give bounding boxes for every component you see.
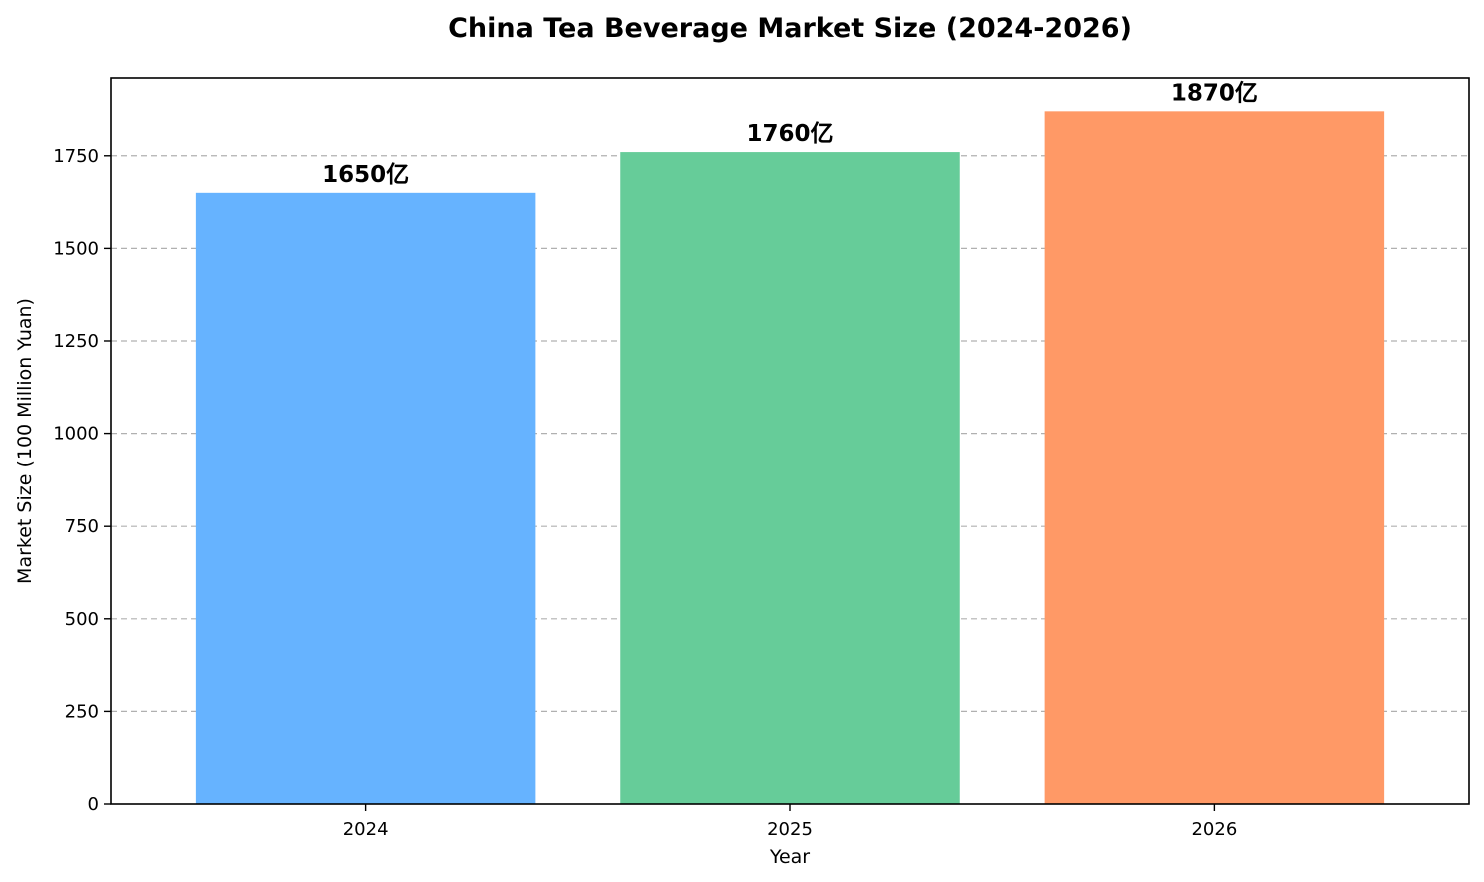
bar-2024 (195, 192, 536, 804)
y-tick-label: 1000 (53, 424, 99, 445)
y-tick-label: 1500 (53, 238, 99, 259)
x-axis-ticks: 2024 2025 2026 (343, 804, 1237, 840)
y-tick-label: 1250 (53, 331, 99, 352)
y-tick-label: 500 (65, 609, 99, 630)
bar-2026 (1044, 111, 1385, 804)
x-tick-label-2026: 2026 (1191, 819, 1237, 840)
data-label-2025: 1760亿 (746, 121, 833, 147)
y-axis-ticks: 0 250 500 750 1000 1250 1500 1750 (53, 146, 111, 815)
y-tick-label: 750 (65, 516, 99, 537)
y-axis-label: Market Size (100 Million Yuan) (14, 298, 36, 584)
data-label-2024: 1650亿 (322, 162, 409, 188)
bars (195, 111, 1385, 804)
data-label-2026: 1870亿 (1171, 80, 1258, 106)
y-tick-label: 1750 (53, 146, 99, 167)
x-tick-label-2024: 2024 (343, 819, 389, 840)
chart-title: China Tea Beverage Market Size (2024-202… (448, 13, 1132, 44)
x-axis-label: Year (769, 846, 810, 868)
bar-2025 (620, 152, 960, 804)
x-tick-label-2025: 2025 (767, 819, 813, 840)
data-labels: 1650亿 1760亿 1870亿 (322, 80, 1258, 187)
y-tick-label: 0 (88, 794, 99, 815)
y-tick-label: 250 (65, 701, 99, 722)
